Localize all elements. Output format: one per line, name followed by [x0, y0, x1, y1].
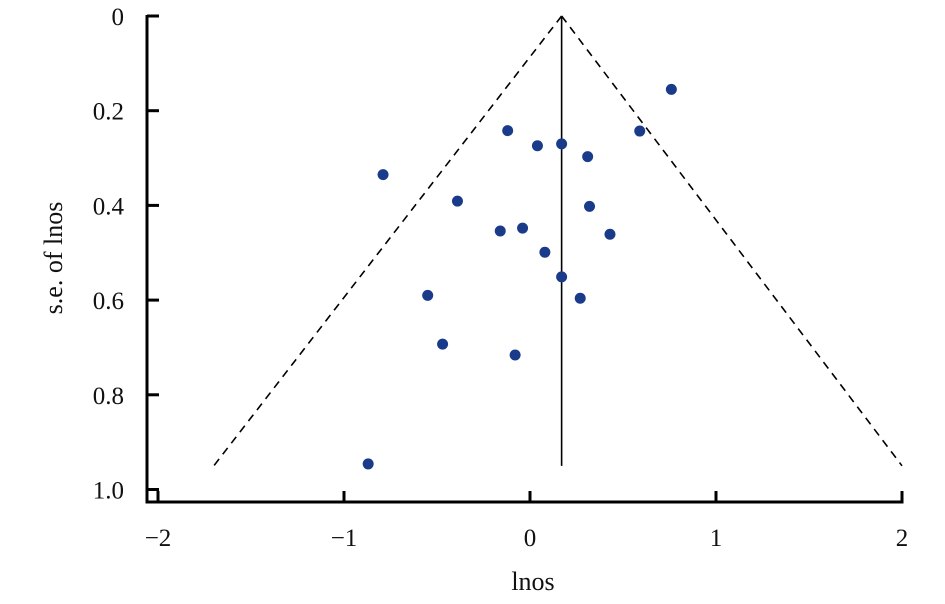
data-point	[451, 195, 463, 207]
data-point	[531, 140, 543, 152]
y-axis-title: s.e. of lnos	[39, 202, 68, 315]
data-point	[377, 169, 389, 181]
data-point	[362, 458, 374, 470]
y-axis-ticks: 0 0.2 0.4 0.6 0.8 1.0	[93, 4, 159, 505]
y-tick-label: 0.2	[93, 99, 124, 126]
data-point	[422, 289, 434, 301]
x-tick-label: 2	[896, 525, 909, 552]
axes: 0 0.2 0.4 0.6 0.8 1.0 −2 −1 0 1 2	[93, 4, 909, 552]
funnel-left-boundary	[213, 15, 563, 467]
data-point	[539, 246, 551, 258]
y-tick-label: 0.6	[93, 288, 124, 315]
data-point	[584, 200, 596, 212]
x-tick-label: 1	[710, 525, 723, 552]
x-tick-label: 0	[524, 525, 537, 552]
funnel-lines	[213, 15, 903, 467]
x-tick-label: −2	[145, 525, 172, 552]
data-points	[362, 83, 677, 470]
data-point	[509, 349, 521, 361]
y-tick-label: 0.8	[93, 383, 124, 410]
y-tick-label: 1.0	[93, 478, 124, 505]
data-point	[582, 151, 594, 163]
y-tick-label: 0	[112, 4, 125, 31]
data-point	[604, 228, 616, 240]
data-point	[494, 225, 506, 237]
x-axis-title: lnos	[511, 567, 554, 596]
data-point	[556, 138, 568, 150]
x-tick-label: −1	[331, 525, 358, 552]
data-point	[634, 125, 646, 137]
data-point	[665, 83, 677, 95]
data-point	[437, 338, 449, 350]
data-point	[502, 125, 514, 137]
data-point	[574, 292, 586, 304]
funnel-right-boundary	[560, 15, 903, 467]
y-tick-label: 0.4	[93, 193, 125, 220]
x-axis-ticks: −2 −1 0 1 2	[145, 491, 909, 552]
data-point	[517, 222, 529, 234]
data-point	[556, 271, 568, 283]
